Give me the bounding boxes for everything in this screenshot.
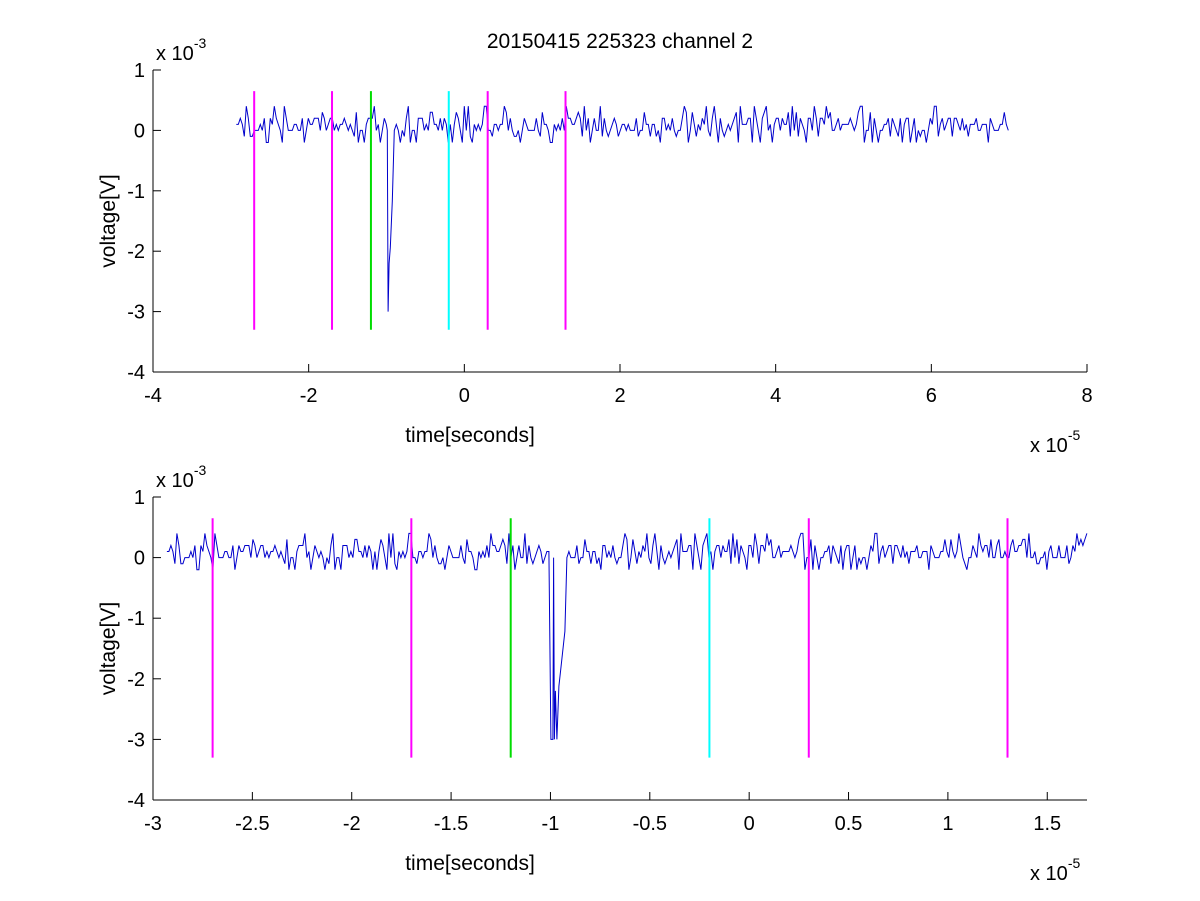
top-y-tick-label: 0 — [134, 120, 145, 142]
top-x-tick-label: -4 — [144, 385, 162, 407]
bottom-y-exponent-label: x 10-3 — [156, 462, 206, 492]
bottom-x-tick-label: 0 — [744, 813, 755, 835]
bottom-y-tick-label: 1 — [134, 487, 145, 509]
top-x-tick-label: -2 — [300, 385, 318, 407]
plot-bottom: -3 -2.5 -2 -1.5 -1 -0.5 0 0.5 1 1.510-1-2-3-4x 10… — [97, 462, 1088, 885]
bottom-y-tick-label: -3 — [127, 729, 145, 751]
top-x-tick-label: 2 — [614, 385, 625, 407]
bottom-x-tick-label: 1.5 — [1033, 813, 1061, 835]
bottom-x-tick-label: 0.5 — [835, 813, 863, 835]
bottom-x-tick-label: -0.5 — [633, 813, 667, 835]
bottom-signal-line — [166, 532, 1088, 740]
top-x-tick-label: 0 — [459, 385, 470, 407]
bottom-x-tick-label: -1.5 — [434, 813, 468, 835]
bottom-y-tick-label: 0 — [134, 548, 145, 570]
top-y-tick-label: 1 — [134, 60, 145, 82]
bottom-x-tick-label: -2 — [343, 813, 361, 835]
top-x-axis-label: time[seconds] — [405, 424, 535, 447]
bottom-x-tick-label: -2.5 — [235, 813, 269, 835]
top-y-tick-label: -4 — [127, 362, 145, 384]
bottom-y-axis-label: voltage[V] — [97, 602, 120, 695]
bottom-y-tick-label: -2 — [127, 669, 145, 691]
bottom-x-exponent-label: x 10-5 — [1030, 855, 1080, 885]
top-x-exponent-label: x 10-5 — [1030, 427, 1080, 457]
bottom-x-tick-label: -1 — [542, 813, 560, 835]
bottom-x-tick-label: -3 — [144, 813, 162, 835]
top-x-tick-label: 6 — [926, 385, 937, 407]
bottom-y-tick-label: -4 — [127, 790, 145, 812]
top-y-tick-label: -3 — [127, 302, 145, 324]
top-x-tick-label: 8 — [1081, 385, 1092, 407]
top-signal-line — [236, 105, 1009, 312]
top-y-tick-label: -2 — [127, 241, 145, 263]
top-y-tick-label: -1 — [127, 181, 145, 203]
top-y-axis-label: voltage[V] — [97, 174, 120, 267]
top-y-exponent-label: x 10-3 — [156, 35, 206, 65]
bottom-x-axis-label: time[seconds] — [405, 852, 535, 875]
top-x-tick-label: 4 — [770, 385, 781, 407]
top-chart-title: 20150415 225323 channel 2 — [487, 30, 753, 53]
bottom-x-tick-label: 1 — [942, 813, 953, 835]
plot-top: -4 -2 0 2 4 6 810-1-2-3-4x 10-3x 10-5time[seco… — [97, 30, 1093, 457]
bottom-y-tick-label: -1 — [127, 608, 145, 630]
